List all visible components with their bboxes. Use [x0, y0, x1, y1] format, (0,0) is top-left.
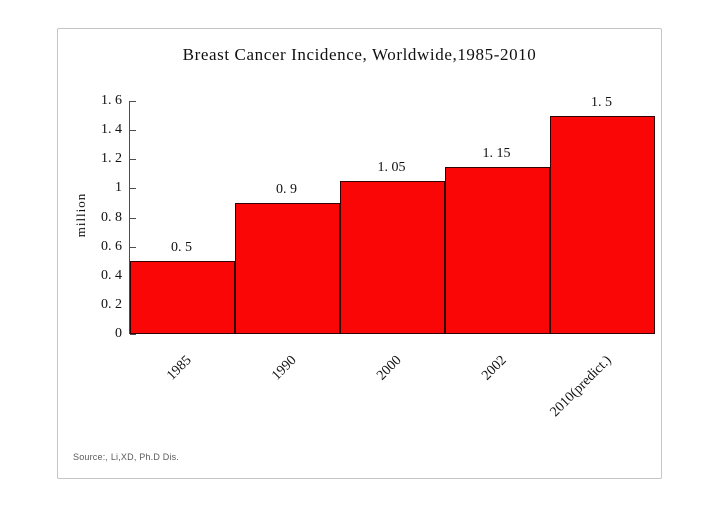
- bar-value-label: 1. 05: [377, 160, 406, 175]
- bar-value-label: 0. 5: [171, 240, 192, 255]
- y-tick-label: 1. 6: [101, 93, 122, 108]
- y-tick-label: 1: [115, 180, 122, 195]
- chart-frame: Breast Cancer Incidence, Worldwide,1985-…: [57, 28, 662, 479]
- bar: [340, 181, 445, 334]
- y-tick: [130, 218, 136, 219]
- bar-value-label: 0. 9: [276, 182, 297, 197]
- y-tick-label: 0. 6: [101, 239, 122, 254]
- bar: [130, 261, 235, 334]
- y-tick: [130, 188, 136, 189]
- y-tick: [130, 101, 136, 102]
- y-tick: [130, 130, 136, 131]
- source-note: Source:, Li,XD, Ph.D Dis.: [73, 452, 180, 462]
- y-axis-title: million: [73, 192, 88, 238]
- plot-area: [129, 101, 655, 335]
- y-tick: [130, 159, 136, 160]
- bar-value-label: 1. 15: [482, 146, 511, 161]
- y-tick-label: 0. 2: [101, 297, 122, 312]
- bar: [445, 167, 550, 334]
- y-tick: [130, 247, 136, 248]
- bar: [235, 203, 340, 334]
- y-tick-label: 0: [115, 326, 122, 341]
- chart-title: Breast Cancer Incidence, Worldwide,1985-…: [182, 45, 537, 64]
- y-tick-label: 1. 2: [101, 151, 122, 166]
- y-tick-label: 0. 4: [101, 268, 122, 283]
- bar: [550, 116, 655, 334]
- bar-value-label: 1. 5: [591, 95, 612, 110]
- x-category-label: 2010(predict.): [547, 353, 615, 420]
- y-tick: [130, 334, 136, 335]
- y-tick-label: 1. 4: [101, 122, 122, 137]
- y-tick-label: 0. 8: [101, 210, 122, 225]
